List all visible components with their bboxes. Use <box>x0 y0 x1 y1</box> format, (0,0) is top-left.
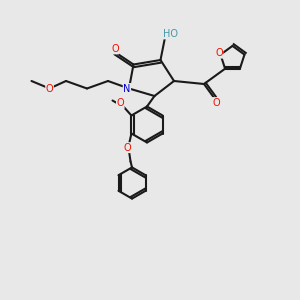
Text: O: O <box>116 98 124 109</box>
Text: O: O <box>124 142 132 153</box>
Text: O: O <box>212 98 220 108</box>
Text: HO: HO <box>164 29 178 39</box>
Text: N: N <box>123 83 130 94</box>
Text: O: O <box>46 84 53 94</box>
Text: O: O <box>111 44 119 54</box>
Text: O: O <box>215 48 223 58</box>
